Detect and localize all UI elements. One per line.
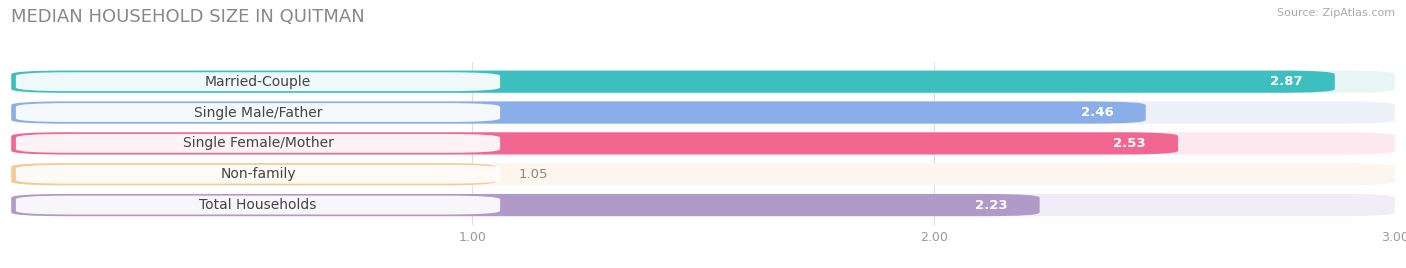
Text: 2.46: 2.46 — [1081, 106, 1114, 119]
FancyBboxPatch shape — [11, 194, 1039, 216]
FancyBboxPatch shape — [15, 196, 501, 214]
Text: Source: ZipAtlas.com: Source: ZipAtlas.com — [1277, 8, 1395, 18]
FancyBboxPatch shape — [15, 165, 501, 184]
FancyBboxPatch shape — [15, 134, 501, 153]
Text: 2.53: 2.53 — [1114, 137, 1146, 150]
Text: Single Female/Mother: Single Female/Mother — [183, 136, 333, 150]
Text: 2.23: 2.23 — [974, 199, 1007, 211]
FancyBboxPatch shape — [11, 163, 495, 185]
Text: 1.05: 1.05 — [519, 168, 548, 181]
Text: Total Households: Total Households — [200, 198, 316, 212]
FancyBboxPatch shape — [15, 72, 501, 91]
Text: MEDIAN HOUSEHOLD SIZE IN QUITMAN: MEDIAN HOUSEHOLD SIZE IN QUITMAN — [11, 8, 366, 26]
Text: Non-family: Non-family — [221, 167, 295, 181]
FancyBboxPatch shape — [11, 70, 1395, 93]
FancyBboxPatch shape — [15, 103, 501, 122]
Text: 2.87: 2.87 — [1270, 75, 1302, 88]
Text: Married-Couple: Married-Couple — [205, 75, 311, 89]
FancyBboxPatch shape — [11, 132, 1178, 154]
FancyBboxPatch shape — [11, 101, 1146, 124]
FancyBboxPatch shape — [11, 194, 1395, 216]
FancyBboxPatch shape — [11, 70, 1334, 93]
Text: Single Male/Father: Single Male/Father — [194, 106, 322, 120]
FancyBboxPatch shape — [11, 101, 1395, 124]
FancyBboxPatch shape — [11, 163, 1395, 185]
FancyBboxPatch shape — [11, 132, 1395, 154]
